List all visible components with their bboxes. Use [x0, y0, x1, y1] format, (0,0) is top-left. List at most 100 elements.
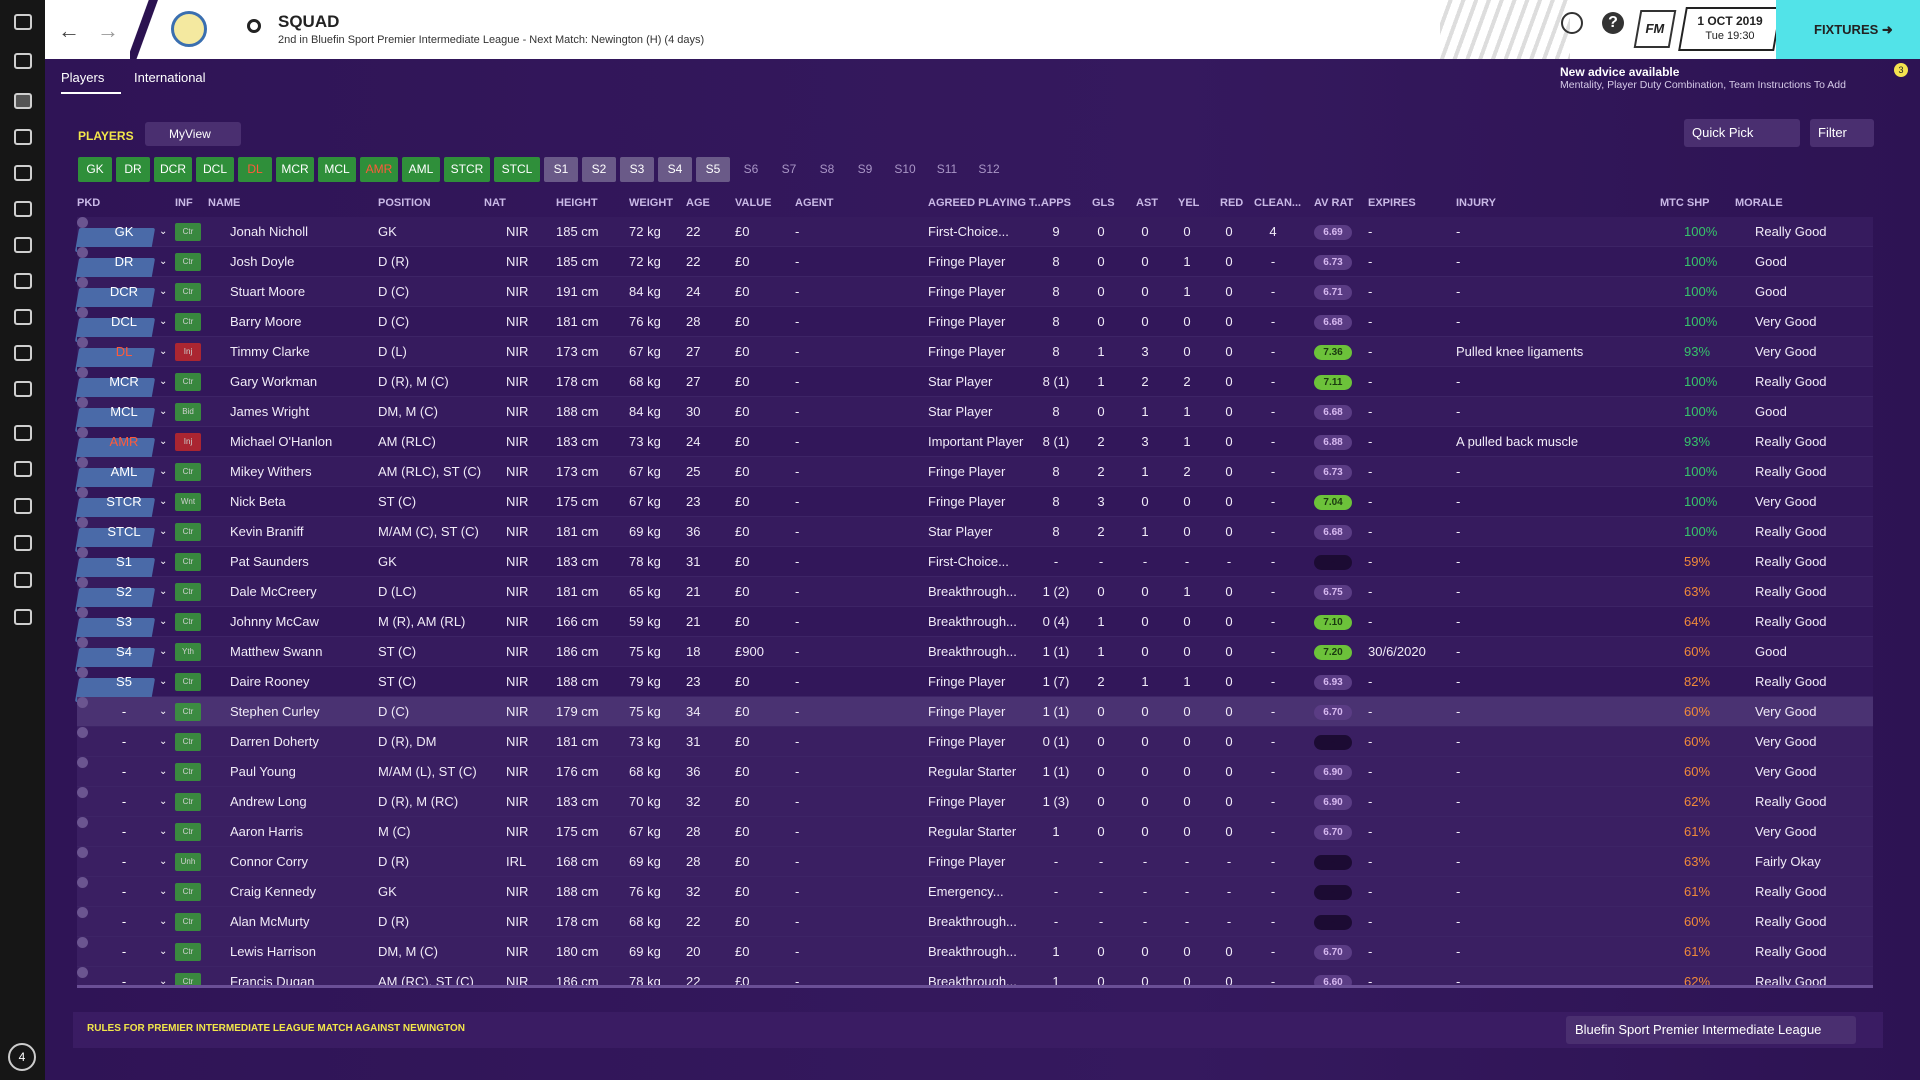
icon[interactable] — [1561, 12, 1583, 34]
player-name[interactable]: Daire Rooney — [230, 674, 310, 689]
column-header[interactable]: MTC SHP — [1660, 197, 1710, 209]
column-header[interactable]: AGREED PLAYING T... — [928, 197, 1044, 209]
filter-button[interactable]: Filter — [1810, 119, 1874, 147]
table-row[interactable]: AMR ⌄ Inj Michael O'Hanlon AM (RLC) NIR 183 cm… — [74, 427, 1873, 515]
column-header[interactable]: AGENT — [795, 197, 834, 209]
table-row[interactable]: S2 ⌄ Ctr Dale McCreery D (LC) NIR 181 cm 65 kg 2… — [74, 577, 1873, 665]
pick-checkbox[interactable] — [77, 457, 88, 468]
position-button[interactable]: S12 — [978, 162, 1000, 176]
player-name[interactable]: Nick Beta — [230, 494, 286, 509]
column-header[interactable]: YEL — [1178, 197, 1200, 209]
column-header[interactable]: EXPIRES — [1368, 197, 1416, 209]
player-name[interactable]: Francis Dugan — [230, 974, 315, 987]
home-icon[interactable] — [14, 14, 32, 30]
player-name[interactable]: Stuart Moore — [230, 284, 306, 299]
search-icon[interactable] — [247, 19, 261, 33]
table-row[interactable]: DR ⌄ Ctr Josh Doyle D (R) NIR 185 cm 72 kg 22 £0 -… — [74, 247, 1873, 335]
pick-checkbox[interactable] — [77, 817, 88, 828]
player-name[interactable]: Mikey Withers — [230, 464, 312, 479]
table-row[interactable]: MCR ⌄ Ctr Gary Workman D (R), M (C) NIR 178 cm… — [74, 367, 1873, 455]
advice-title[interactable]: New advice available — [1560, 65, 1680, 79]
player-name[interactable]: Andrew Long — [230, 794, 307, 809]
tab[interactable]: Players — [61, 70, 105, 85]
player-name[interactable]: Craig Kennedy — [230, 884, 316, 899]
column-header[interactable]: WEIGHT — [629, 197, 673, 209]
player-name[interactable]: Josh Doyle — [230, 254, 295, 269]
player-name[interactable]: Darren Doherty — [230, 734, 319, 749]
table-row[interactable]: DCL ⌄ Ctr Barry Moore D (C) NIR 181 cm 76 kg 28 £… — [74, 307, 1873, 395]
back-button[interactable]: ← — [58, 18, 80, 43]
position-button[interactable]: DCR — [154, 157, 192, 182]
icon[interactable] — [14, 201, 32, 217]
icon[interactable] — [14, 535, 32, 551]
column-header[interactable]: AGE — [686, 197, 710, 209]
player-name[interactable]: Jonah Nicholl — [230, 224, 309, 239]
column-header[interactable]: AV RAT — [1314, 197, 1354, 209]
column-header[interactable]: INJURY — [1456, 197, 1496, 209]
inbox-icon[interactable] — [14, 53, 32, 69]
pick-checkbox[interactable] — [77, 787, 88, 798]
position-button[interactable]: AMR — [360, 157, 398, 182]
player-name[interactable]: James Wright — [230, 404, 310, 419]
help-button[interactable]: ? — [1602, 12, 1624, 34]
player-name[interactable]: Barry Moore — [230, 314, 302, 329]
icon[interactable] — [14, 309, 32, 325]
rules-link[interactable]: RULES FOR PREMIER INTERMEDIATE LEAGUE MA… — [87, 1023, 465, 1034]
table-row[interactable]: - ⌄ Ctr Craig Kennedy GK NIR 188 cm 76 kg 32 £0 - E… — [77, 877, 1873, 965]
pick-checkbox[interactable] — [77, 907, 88, 918]
column-header[interactable]: INF — [175, 197, 193, 209]
table-row[interactable]: - ⌄ Ctr Francis Dugan AM (RC), ST (C) NIR 186 … — [77, 967, 1873, 987]
position-button[interactable]: MCR — [276, 157, 314, 182]
position-button[interactable]: S2 — [582, 157, 616, 182]
table-row[interactable]: DL ⌄ Inj Timmy Clarke D (L) NIR 173 cm 67 kg 27 £… — [74, 337, 1873, 425]
pick-checkbox[interactable] — [77, 217, 88, 228]
table-row[interactable]: MCL ⌄ Bid James Wright DM, M (C) NIR 188 cm 84 … — [74, 397, 1873, 485]
pick-checkbox[interactable] — [77, 727, 88, 738]
pick-checkbox[interactable] — [77, 397, 88, 408]
pick-checkbox[interactable] — [77, 307, 88, 318]
player-name[interactable]: Johnny McCaw — [230, 614, 319, 629]
player-name[interactable]: Aaron Harris — [230, 824, 303, 839]
pick-checkbox[interactable] — [77, 637, 88, 648]
pick-checkbox[interactable] — [77, 667, 88, 678]
column-header[interactable]: AST — [1136, 197, 1158, 209]
column-header[interactable]: POSITION — [378, 197, 431, 209]
position-button[interactable]: AML — [402, 157, 440, 182]
icon[interactable] — [14, 237, 32, 253]
column-header[interactable]: HEIGHT — [556, 197, 598, 209]
fixtures-button[interactable]: FIXTURES ➜ — [1776, 0, 1920, 59]
position-button[interactable]: DCL — [196, 157, 234, 182]
player-name[interactable]: Kevin Braniff — [230, 524, 304, 539]
tab[interactable]: International — [134, 70, 206, 85]
squad-icon[interactable] — [14, 93, 32, 109]
quick-pick-button[interactable]: Quick Pick — [1684, 119, 1800, 147]
table-row[interactable]: STCR ⌄ Wnt Nick Beta ST (C) NIR 175 cm 67 kg 23 £… — [74, 487, 1873, 575]
position-button[interactable]: STCR — [444, 157, 490, 182]
table-row[interactable]: - ⌄ Ctr Lewis Harrison DM, M (C) NIR 180 cm 69 … — [77, 937, 1873, 987]
column-header[interactable]: CLEAN... — [1254, 197, 1302, 209]
position-button[interactable]: S9 — [857, 162, 873, 176]
player-name[interactable]: Matthew Swann — [230, 644, 323, 659]
player-name[interactable]: Stephen Curley — [230, 704, 320, 719]
player-name[interactable]: Connor Corry — [230, 854, 309, 869]
pick-checkbox[interactable] — [77, 697, 88, 708]
forward-button[interactable]: → — [97, 18, 119, 43]
table-row[interactable]: DCR ⌄ Ctr Stuart Moore D (C) NIR 191 cm 84 kg 24… — [74, 277, 1873, 365]
position-button[interactable]: S4 — [658, 157, 692, 182]
table-row[interactable]: - ⌄ Ctr Darren Doherty D (R), DM NIR 181 cm 73 … — [77, 727, 1873, 815]
column-header[interactable]: NAT — [484, 197, 506, 209]
pick-checkbox[interactable] — [77, 877, 88, 888]
table-row[interactable]: S4 ⌄ Yth Matthew Swann ST (C) NIR 186 cm 75 kg 1… — [74, 637, 1873, 725]
icon[interactable] — [14, 273, 32, 289]
table-row[interactable]: GK ⌄ Ctr Jonah Nicholl GK NIR 185 cm 72 kg 22 £0 -… — [74, 217, 1873, 305]
pick-checkbox[interactable] — [77, 487, 88, 498]
column-header[interactable]: NAME — [208, 197, 241, 209]
table-row[interactable]: S3 ⌄ Ctr Johnny McCaw M (R), AM (RL) NIR 166 c… — [74, 607, 1873, 695]
position-button[interactable]: S11 — [936, 162, 958, 176]
position-button[interactable]: S7 — [781, 162, 797, 176]
column-header[interactable]: PKD — [77, 197, 101, 209]
pick-checkbox[interactable] — [77, 337, 88, 348]
position-button[interactable]: S8 — [819, 162, 835, 176]
table-row[interactable]: - ⌄ Ctr Alan McMurty D (R) NIR 178 cm 68 kg 22 £0… — [77, 907, 1873, 987]
column-header[interactable]: VALUE — [735, 197, 772, 209]
